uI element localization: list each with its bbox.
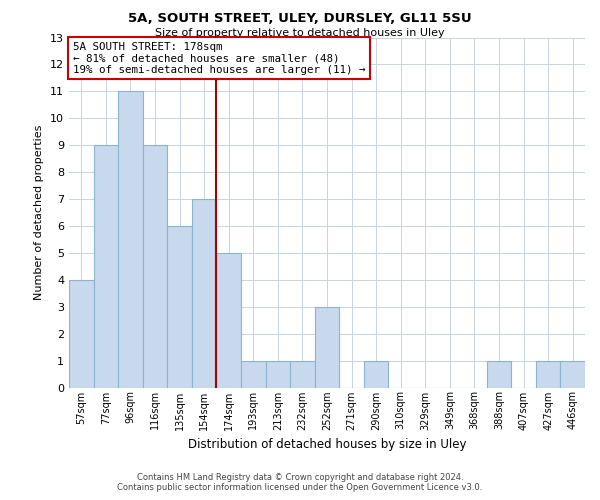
Y-axis label: Number of detached properties: Number of detached properties — [34, 125, 44, 300]
Bar — [364, 360, 388, 388]
Text: Size of property relative to detached houses in Uley: Size of property relative to detached ho… — [155, 28, 445, 38]
Bar — [560, 360, 585, 388]
Bar — [118, 92, 143, 388]
Bar — [241, 360, 266, 388]
Bar — [167, 226, 192, 388]
Bar — [143, 145, 167, 388]
Text: 5A, SOUTH STREET, ULEY, DURSLEY, GL11 5SU: 5A, SOUTH STREET, ULEY, DURSLEY, GL11 5S… — [128, 12, 472, 26]
Bar — [69, 280, 94, 388]
Bar — [536, 360, 560, 388]
Bar — [217, 253, 241, 388]
X-axis label: Distribution of detached houses by size in Uley: Distribution of detached houses by size … — [188, 438, 466, 451]
Text: Contains HM Land Registry data © Crown copyright and database right 2024.
Contai: Contains HM Land Registry data © Crown c… — [118, 473, 482, 492]
Bar — [266, 360, 290, 388]
Text: 5A SOUTH STREET: 178sqm
← 81% of detached houses are smaller (48)
19% of semi-de: 5A SOUTH STREET: 178sqm ← 81% of detache… — [73, 42, 365, 74]
Bar — [192, 199, 217, 388]
Bar — [94, 145, 118, 388]
Bar — [315, 306, 339, 388]
Bar — [290, 360, 315, 388]
Bar — [487, 360, 511, 388]
